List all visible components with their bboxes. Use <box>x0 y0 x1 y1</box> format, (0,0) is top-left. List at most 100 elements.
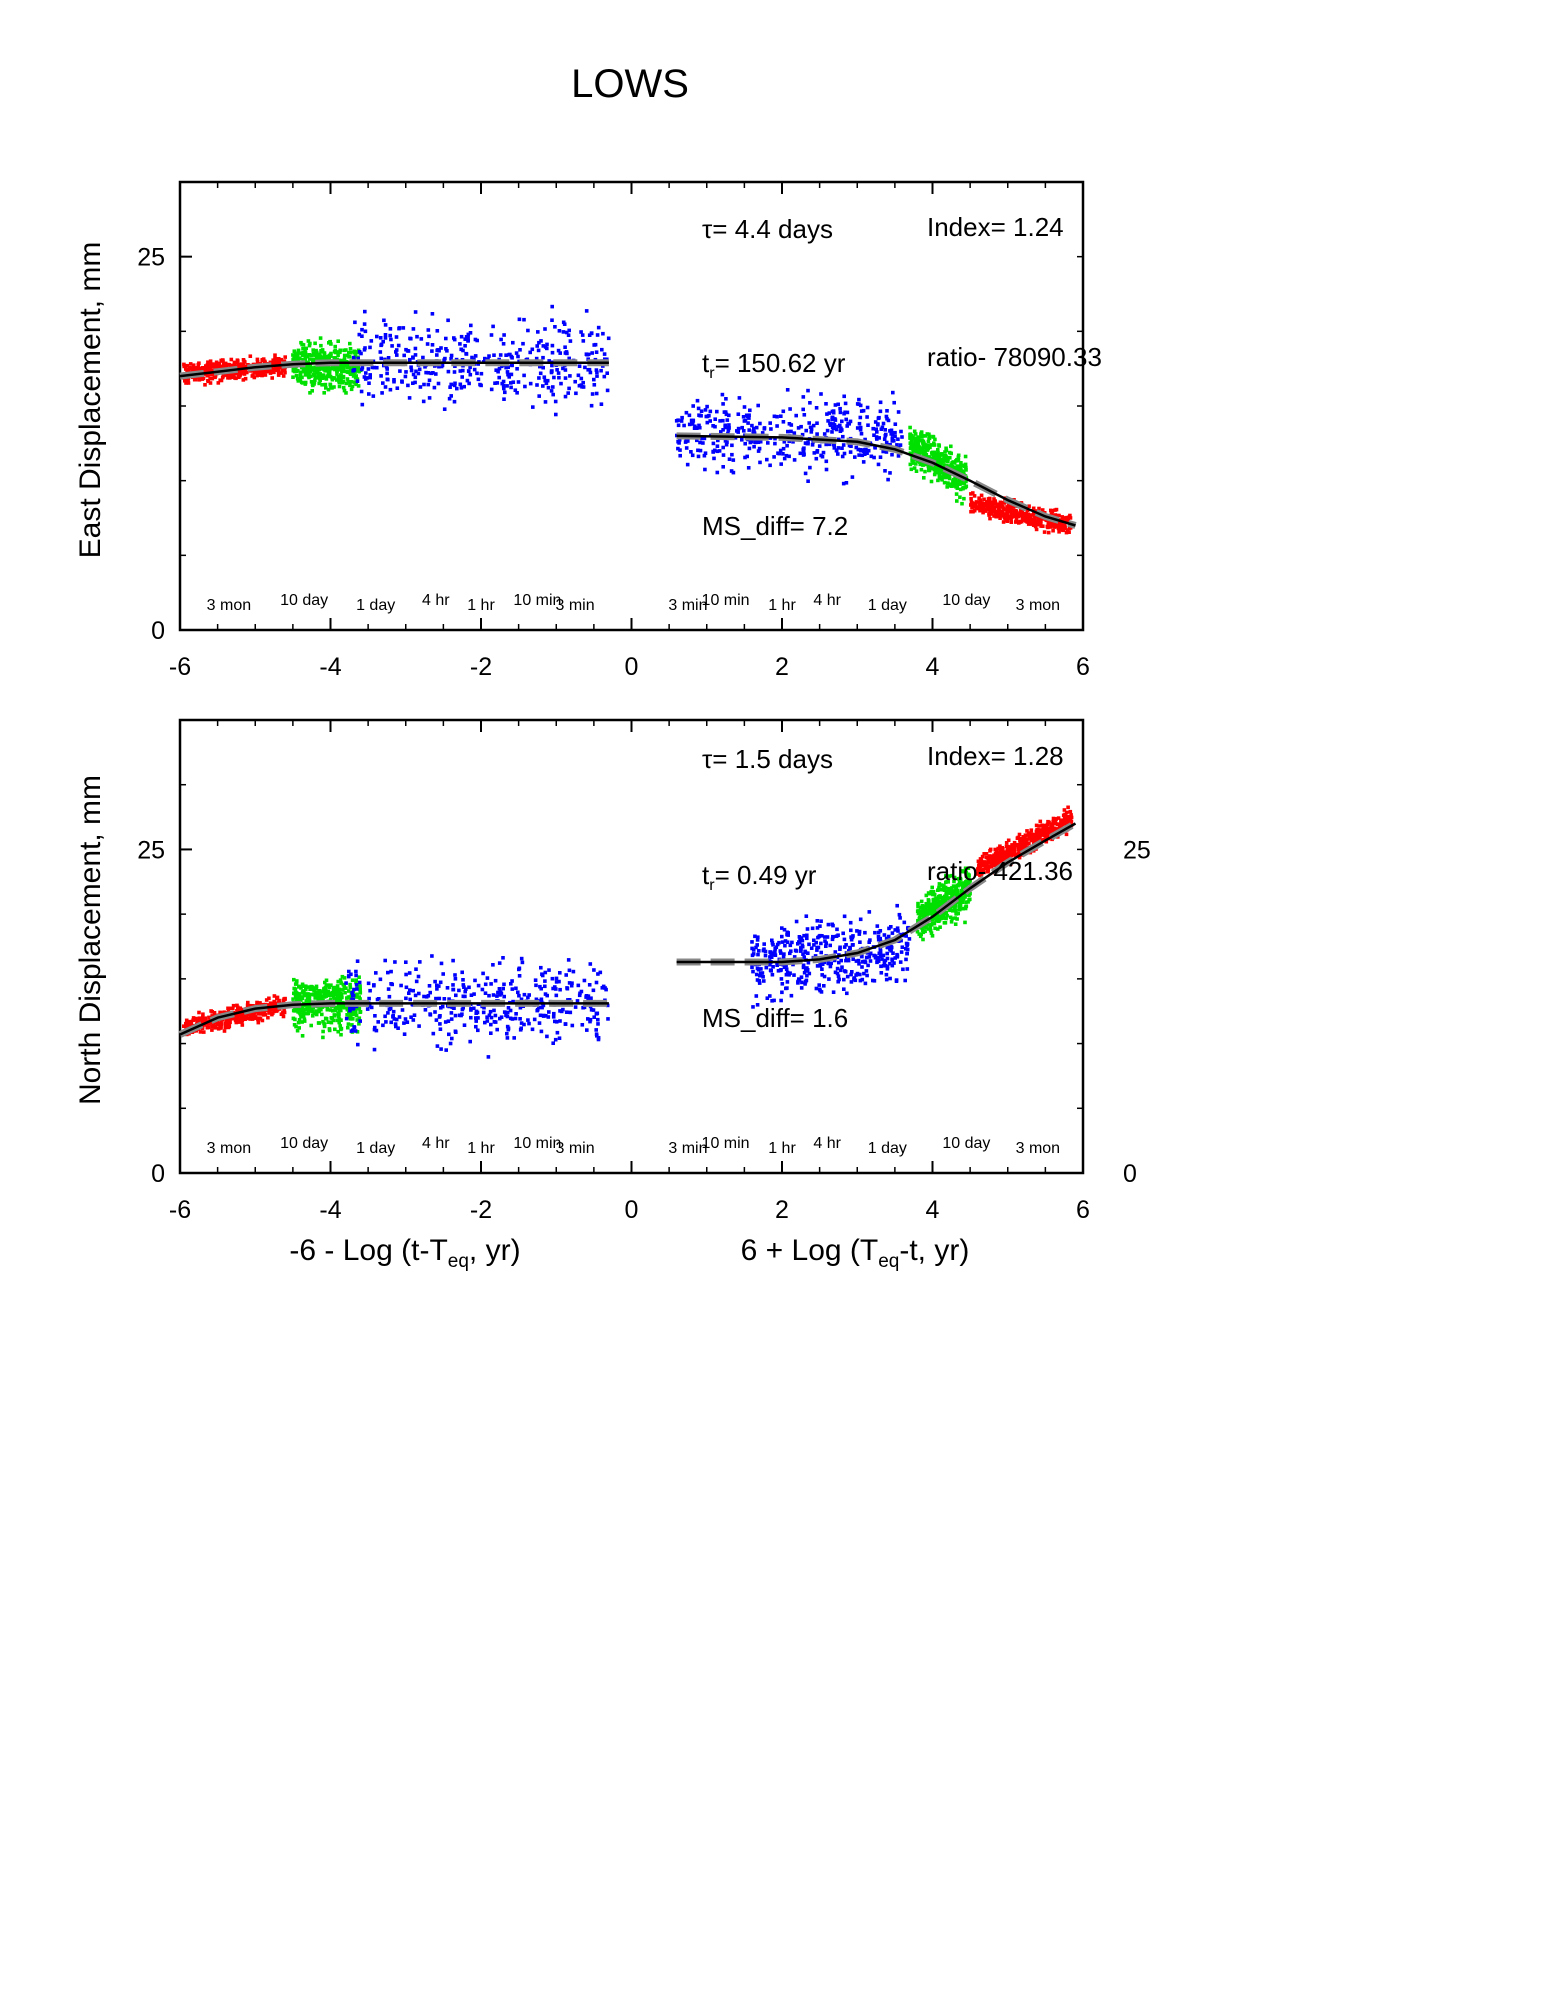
panel-north-point <box>325 1007 330 1012</box>
panel-east-point <box>742 405 747 409</box>
panel-east-point <box>537 394 541 398</box>
panel-east-point <box>757 446 762 451</box>
panel-east-point <box>563 376 568 380</box>
panel-north-point <box>897 912 902 917</box>
panel-north-point <box>966 900 970 904</box>
panel-north-point <box>441 972 445 976</box>
panel-north-point <box>551 1041 555 1045</box>
panel-east-point <box>949 444 953 449</box>
panel-east-point <box>721 445 725 450</box>
panel-north-point <box>332 991 336 995</box>
panel-east-point <box>740 425 744 430</box>
panel-north-point <box>461 1006 465 1010</box>
panel-north-point <box>996 850 1000 854</box>
panel-east-ytick-label-left: 25 <box>137 244 165 272</box>
panel-east-point <box>1068 513 1072 518</box>
panel-east-point <box>302 357 307 362</box>
panel-north-point <box>954 890 959 895</box>
panel-east-point <box>466 339 470 343</box>
panel-north-point <box>357 1006 362 1011</box>
panel-north-point <box>586 994 591 998</box>
panel-north-point <box>305 985 310 989</box>
panel-east-point <box>426 382 431 387</box>
panel-east-point <box>809 427 814 431</box>
panel-east-point <box>469 323 473 328</box>
panel-north-point <box>414 967 418 971</box>
panel-east-point <box>923 443 928 447</box>
panel-north-point <box>263 1012 268 1017</box>
panel-north-point <box>567 998 572 1002</box>
panel-east-point <box>725 418 730 422</box>
panel-east-point <box>924 447 929 451</box>
panel-east-point <box>442 358 446 362</box>
panel-east-point <box>493 381 497 385</box>
panel-east-point <box>971 509 975 514</box>
panel-east-point <box>853 455 857 459</box>
panel-east-point <box>929 479 934 484</box>
panel-east-point <box>205 368 210 373</box>
panel-north-point <box>257 1011 261 1016</box>
panel-north-point <box>584 995 588 999</box>
panel-north-ytick-label-right: 25 <box>1123 836 1151 864</box>
panel-north-point <box>858 972 862 977</box>
panel-east-point <box>327 353 332 358</box>
panel-east-point <box>308 357 312 361</box>
panel-east-annotations: τ= 4.4 days Index= 1.24 tr= 150.62 yr ra… <box>702 212 1102 541</box>
panel-north-point <box>511 999 515 1004</box>
panel-north-point <box>485 1015 489 1019</box>
panel-north-point <box>417 1024 421 1028</box>
panel-east-point <box>291 357 295 362</box>
panel-north-point <box>923 907 928 912</box>
panel-east-point <box>422 382 426 387</box>
panel-east-point <box>522 373 526 378</box>
panel-east-point <box>1041 524 1045 528</box>
panel-east-point <box>848 450 853 454</box>
panel-east-point <box>293 352 298 357</box>
panel-east-point <box>555 368 559 372</box>
panel-east-point <box>338 348 342 353</box>
panel-east-point <box>568 339 573 343</box>
panel-north-point <box>1034 834 1038 838</box>
panel-east-point <box>444 347 448 351</box>
panel-east-point <box>961 486 965 490</box>
panel-north-point <box>998 853 1002 858</box>
panel-east-point <box>789 423 794 427</box>
panel-east-point <box>203 383 207 387</box>
panel-east-point <box>721 465 725 469</box>
panel-north-series-2 <box>344 903 912 1059</box>
panel-east-point <box>857 397 861 402</box>
panel-east-point <box>235 361 239 365</box>
panel-east-point <box>595 333 600 337</box>
panel-east-point <box>1010 508 1015 513</box>
panel-north-point <box>1061 813 1066 818</box>
panel-north-point <box>297 1026 301 1030</box>
panel-east-point <box>243 376 248 381</box>
panel-north-point <box>986 868 991 872</box>
panel-east-point <box>559 381 563 386</box>
panel-north-point <box>300 995 304 999</box>
panel-east-point <box>590 392 595 396</box>
panel-north-point <box>1013 853 1017 858</box>
panel-east-point <box>378 336 383 340</box>
panel-north-point <box>460 970 464 975</box>
panel-north-point <box>386 970 390 975</box>
panel-east-point <box>1040 508 1045 512</box>
panel-east-point <box>335 372 339 376</box>
panel-east-point <box>221 361 226 366</box>
panel-east-point <box>721 402 725 406</box>
panel-east-point <box>442 407 447 411</box>
panel-east-point <box>896 454 901 458</box>
panel-east-point <box>781 452 785 456</box>
panel-east-point <box>435 353 439 357</box>
panel-north-point <box>491 993 496 997</box>
panel-north-point <box>331 985 336 990</box>
panel-north-point <box>875 924 880 928</box>
panel-north-point <box>944 880 948 885</box>
panel-north-point <box>532 1017 537 1022</box>
panel-east-point <box>747 428 751 432</box>
panel-east-point <box>328 340 332 344</box>
panel-east-timescale-left: 4 hr <box>422 592 450 609</box>
panel-east-point <box>1001 506 1005 511</box>
panel-north-point <box>433 979 437 984</box>
panel-east-point <box>885 409 889 413</box>
